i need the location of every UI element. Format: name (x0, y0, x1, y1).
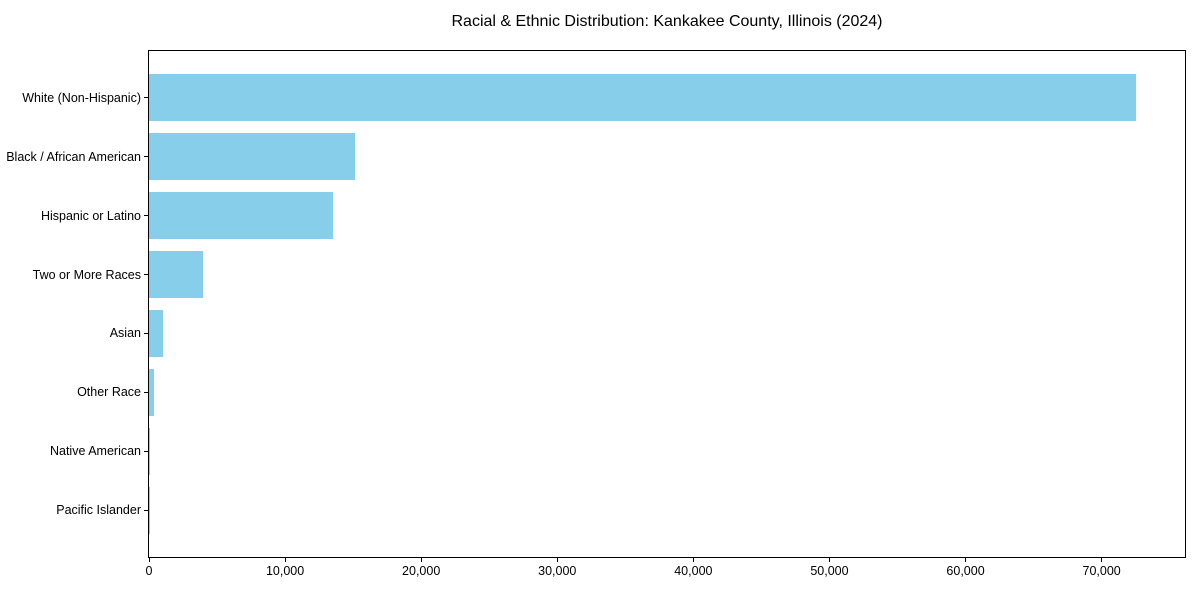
chart-title: Racial & Ethnic Distribution: Kankakee C… (451, 13, 883, 30)
y-tick (144, 450, 148, 452)
bar-two-or-more-races (149, 250, 204, 299)
x-tick-label-60-000: 60,000 (946, 564, 985, 578)
y-tick (144, 156, 148, 158)
bar-native-american (149, 427, 151, 476)
plot-area (148, 50, 1186, 558)
y-tick-label-other-race: Other Race (77, 385, 141, 400)
x-tick-label-10-000: 10,000 (265, 564, 305, 578)
y-tick-label-white-non-hispanic: White (Non-Hispanic) (22, 90, 141, 105)
y-tick (144, 509, 148, 511)
bar-asian (149, 309, 164, 358)
y-tick (144, 215, 148, 217)
bar-black-african-american (149, 132, 356, 181)
y-tick (144, 391, 148, 393)
bar-hispanic-or-latino (149, 191, 333, 240)
x-tick-label-20-000: 20,000 (402, 564, 441, 578)
x-tick (965, 558, 967, 562)
x-tick-label-50-000: 50,000 (810, 564, 849, 578)
y-tick (144, 97, 148, 99)
x-tick-label-30-000: 30,000 (538, 564, 577, 578)
y-tick (144, 332, 148, 334)
y-tick-label-asian: Asian (109, 326, 141, 341)
bar-other-race (149, 368, 154, 417)
x-tick (284, 558, 286, 562)
x-tick (556, 558, 558, 562)
x-tick (420, 558, 422, 562)
y-tick (144, 274, 148, 275)
x-tick (148, 558, 150, 562)
x-tick-label-0: 0 (145, 564, 153, 578)
x-tick (828, 558, 830, 562)
x-tick-label-70-000: 70,000 (1082, 564, 1121, 578)
x-tick (1101, 558, 1103, 562)
bar-white-non-hispanic (149, 74, 1136, 122)
x-tick-label-40-000: 40,000 (674, 564, 713, 578)
y-tick-label-native-american: Native American (49, 444, 141, 459)
y-tick-label-hispanic-or-latino: Hispanic or Latino (40, 208, 141, 223)
x-tick (692, 558, 694, 562)
y-tick-label-two-or-more-races: Two or More Races (32, 267, 141, 282)
y-tick-label-pacific-islander: Pacific Islander (56, 503, 141, 518)
y-tick-label-black-african-american: Black / African American (6, 149, 141, 164)
